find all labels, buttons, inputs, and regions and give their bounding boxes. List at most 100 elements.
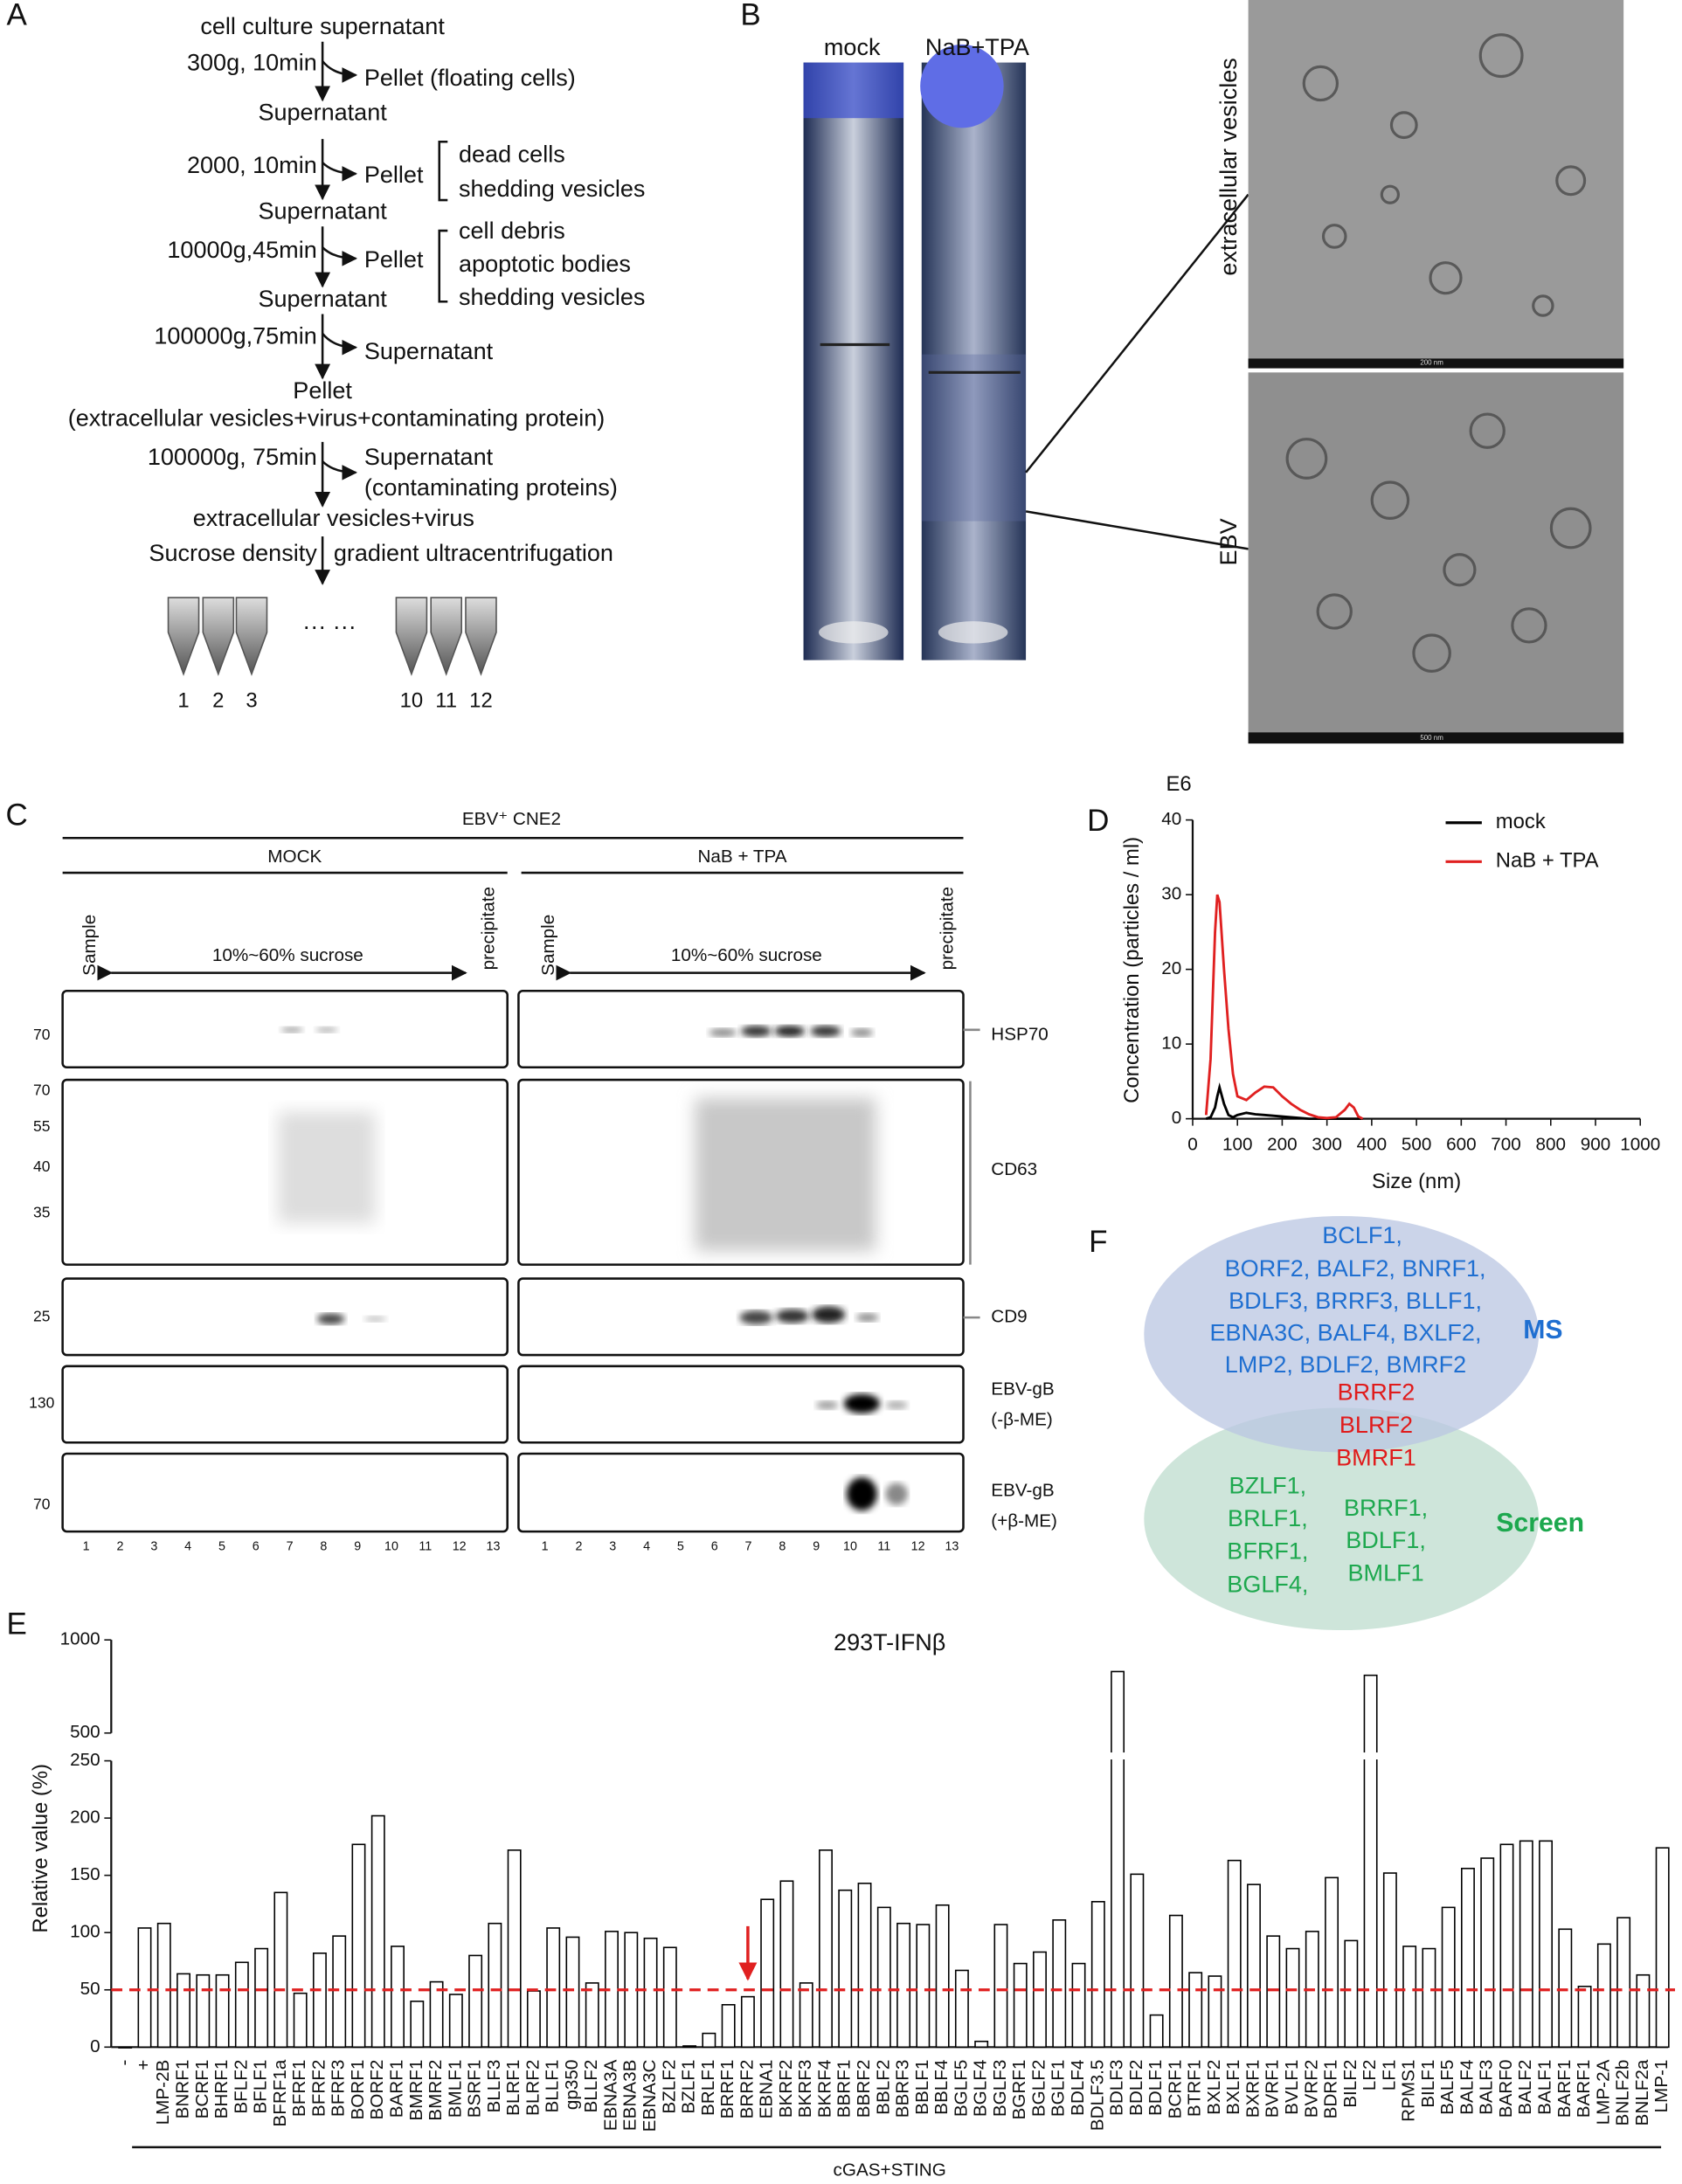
venn-set-label: MS — [1523, 1316, 1562, 1344]
bar — [1090, 1901, 1105, 2049]
legend-label: mock — [1496, 810, 1546, 833]
bar — [1441, 1906, 1456, 2049]
x-tick-label: BGLF1 — [1049, 2060, 1069, 2118]
y-tick-label: 500 — [70, 1722, 100, 1742]
x-tick-label: BRRF1 — [717, 2060, 737, 2119]
x-tick-label: BBLF4 — [931, 2060, 952, 2115]
bar — [312, 1952, 327, 2049]
bar — [177, 1973, 190, 2049]
x-tick-label: BBLF2 — [873, 2060, 893, 2115]
bar — [1013, 1962, 1028, 2049]
x-tick-label: BGLF5 — [951, 2060, 971, 2118]
x-tick-label: BLRF2 — [523, 2060, 543, 2116]
bar — [1168, 1914, 1183, 2049]
x-tick-label: LMP-2A — [1593, 2059, 1613, 2125]
tube — [167, 597, 200, 676]
tube-photo — [803, 62, 904, 660]
panel-label: B — [740, 0, 760, 31]
x-tick-label: BFLF1 — [251, 2060, 271, 2114]
bar — [118, 2046, 133, 2049]
flow-text: (extracellular vesicles+virus+contaminat… — [68, 405, 606, 432]
x-tick-label: BORF2 — [367, 2060, 387, 2120]
bar — [643, 1937, 658, 2049]
bar — [857, 1883, 872, 2049]
x-tick-label: BARF1 — [1574, 2060, 1594, 2118]
flow-text: apoptotic bodies — [459, 251, 631, 277]
x-tick-label: BKRF2 — [776, 2060, 796, 2118]
x-tick-label: 900 — [1581, 1134, 1610, 1154]
flow-text: Supernatant — [364, 338, 494, 364]
precipitate-label: precipitate — [478, 887, 498, 970]
x-tick-label: BFRF2 — [308, 2060, 329, 2117]
layout — [61, 0, 1662, 2149]
bar — [838, 1889, 853, 2049]
x-tick-label: BORF1 — [348, 2060, 368, 2120]
mw-marker: 25 — [33, 1308, 50, 1325]
x-tick-label: BZLF2 — [659, 2060, 679, 2114]
x-tick-label: BFRF1 — [289, 2060, 309, 2117]
tube — [430, 597, 462, 676]
lane-number: 7 — [287, 1539, 294, 1553]
ellipsis: ··· ··· — [302, 613, 356, 639]
scale-bar: 500 nm — [1420, 734, 1443, 742]
panel-label: C — [6, 798, 28, 833]
y-tick-label: 10 — [1161, 1033, 1181, 1054]
y-tick-label: 40 — [1161, 809, 1181, 829]
mw-marker: 70 — [33, 1496, 51, 1513]
venn-item: LMP2, BDLF2, BMRF2 — [1225, 1351, 1466, 1378]
venn-item: BZLF1, — [1229, 1472, 1307, 1498]
x-tick-label: BXLF2 — [1204, 2060, 1224, 2115]
bar — [1111, 1670, 1125, 2049]
bar — [1655, 1847, 1670, 2049]
tube-number: 1 — [177, 689, 189, 713]
x-tick-label: BVLF1 — [1282, 2060, 1302, 2115]
flow-text: Pellet (floating cells) — [364, 65, 576, 91]
bar — [585, 1982, 599, 2049]
lane-number: 5 — [677, 1539, 684, 1553]
lane-number: 12 — [911, 1539, 925, 1553]
flow-text: 100000g, 75min — [148, 444, 317, 470]
flow-text: extracellular vesicles+virus — [193, 505, 474, 531]
bar — [819, 1849, 833, 2049]
x-tick-label: 1000 — [1620, 1134, 1660, 1154]
axis-break — [1110, 1752, 1125, 1759]
blot-name: EBV-gB — [991, 1379, 1054, 1399]
bar — [1363, 1674, 1378, 2049]
group-label: NaB + TPA — [698, 847, 787, 867]
x-tick-label: BGLF3 — [990, 2060, 1010, 2118]
lane-number: 6 — [711, 1539, 718, 1553]
bar — [196, 1973, 211, 2049]
bar — [488, 1922, 502, 2049]
y-tick-label: 100 — [70, 1922, 100, 1942]
y-tick-label: 0 — [1172, 1108, 1182, 1128]
lane-label: mock — [824, 34, 881, 60]
lane-number: 1 — [542, 1539, 549, 1553]
x-tick-label: BBRF1 — [834, 2060, 855, 2118]
x-tick-label: BGLF4 — [971, 2060, 991, 2118]
lane-number: 9 — [354, 1539, 361, 1553]
x-tick-label: BALF5 — [1437, 2060, 1457, 2115]
bar — [954, 1969, 969, 2049]
lane-number: 12 — [453, 1539, 467, 1553]
blot-bands — [278, 1026, 908, 1511]
blot-name: (+β-ME) — [991, 1510, 1057, 1531]
venn-item: BORF2, BALF2, BNRF1, — [1225, 1255, 1486, 1282]
lane-number: 2 — [117, 1539, 124, 1553]
lane-label: NaB+TPA — [925, 34, 1029, 60]
mw-marker: 35 — [33, 1203, 50, 1220]
chart-title: 293T-IFNβ — [834, 1629, 945, 1655]
flow-text: 10000g,45min — [167, 237, 316, 263]
tube-photo — [921, 62, 1027, 660]
x-tick-label: BALF3 — [1477, 2060, 1497, 2115]
x-tick-label: BBRF2 — [854, 2060, 874, 2118]
bar — [1325, 1876, 1339, 2049]
bar — [760, 1898, 775, 2049]
bar — [293, 1992, 308, 2049]
flow-text: Sucrose density — [149, 540, 317, 566]
y-axis-label: Relative value (%) — [29, 1764, 52, 1933]
x-tick-label: BDLF3 — [1107, 2060, 1127, 2116]
x-tick-label: BXLF1 — [1223, 2060, 1243, 2115]
x-tick-label: BGRF1 — [1009, 2060, 1029, 2120]
blot-name: EBV-gB — [991, 1480, 1054, 1500]
bar — [1344, 1939, 1359, 2049]
